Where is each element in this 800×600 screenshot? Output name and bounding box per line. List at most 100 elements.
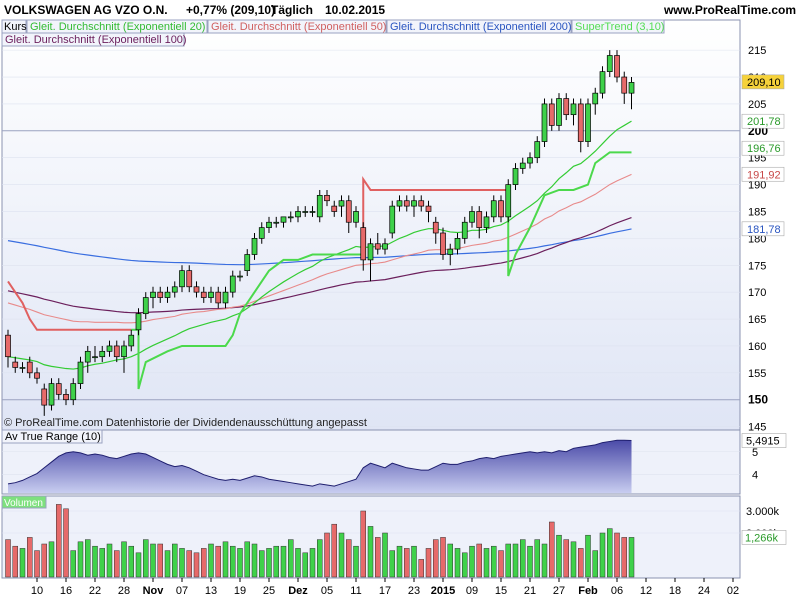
candle-body: [461, 221, 468, 239]
candle: [461, 216, 468, 244]
candle-body: [338, 200, 345, 207]
candle: [34, 367, 40, 384]
candle-body: [425, 205, 432, 212]
volume-bar: [208, 543, 214, 578]
candle: [331, 200, 338, 217]
y-tick-label: 145: [748, 422, 766, 434]
supertrend-segment: [362, 175, 509, 255]
candle: [157, 286, 164, 303]
last-value-box: [741, 74, 785, 90]
y-tick-label: 195: [748, 153, 766, 165]
candle: [208, 286, 214, 303]
candle-body: [512, 168, 519, 185]
candle: [5, 329, 11, 368]
candle: [360, 222, 367, 271]
volume-bar: [578, 548, 584, 578]
candle-body: [396, 200, 403, 207]
candle-body: [157, 291, 164, 298]
volume-bar: [433, 539, 439, 578]
candle-body: [273, 221, 280, 224]
ema50-line: [7, 173, 632, 324]
candle: [229, 270, 236, 298]
volume-bar: [193, 552, 200, 578]
candle-body: [135, 313, 142, 331]
main-panel: [1, 19, 741, 435]
volume-bar: [5, 539, 11, 578]
candle: [548, 98, 555, 131]
candle: [345, 195, 352, 233]
candle: [382, 238, 388, 255]
volume-bar: [244, 541, 250, 578]
candle-body: [5, 334, 11, 358]
volume-bar: [498, 550, 504, 578]
candle: [237, 270, 243, 282]
volume-bar: [331, 523, 337, 578]
volume-bar: [360, 510, 366, 578]
candle-body: [92, 356, 98, 359]
volume-bar: [614, 532, 620, 578]
candle-body: [556, 98, 562, 126]
candle-body: [324, 195, 330, 202]
x-tick-label: 23: [408, 585, 420, 597]
x-tick-label: 17: [379, 585, 391, 597]
date-label: 10.02.2015: [325, 3, 385, 17]
candle-body: [77, 361, 84, 384]
candle-body: [63, 394, 69, 401]
candle: [490, 195, 497, 223]
candle: [244, 249, 251, 277]
x-tick-label: 07: [176, 585, 188, 597]
candle-body: [164, 291, 171, 298]
candle: [585, 98, 591, 147]
atr-area: [8, 440, 632, 493]
volume-bar: [585, 534, 591, 578]
candle: [628, 77, 635, 110]
supertrend-segment: [7, 280, 132, 331]
candle: [135, 308, 142, 336]
volume-bar: [469, 545, 475, 578]
y-tick-label: 190: [748, 180, 766, 192]
candle-body: [70, 383, 77, 401]
y-tick-label: 170: [748, 287, 766, 299]
candle: [63, 388, 69, 406]
ema100-line: [7, 216, 632, 314]
candle-body: [266, 221, 272, 228]
volume-bar: [157, 543, 163, 578]
y-tick-label: 160: [748, 341, 766, 353]
volume-bar: [41, 543, 47, 578]
x-tick-label: Dez: [288, 585, 308, 597]
volume-bar: [418, 559, 424, 578]
candle: [324, 189, 330, 207]
candle: [316, 189, 323, 223]
volume-bar: [512, 543, 519, 578]
candle-body: [345, 200, 352, 223]
x-tick-label: 10: [31, 585, 43, 597]
candle: [505, 179, 512, 223]
candle: [186, 265, 193, 293]
candle-body: [534, 141, 541, 159]
candle-body: [128, 334, 135, 347]
volume-bar: [77, 541, 84, 578]
footer-note: © ProRealTime.com Datenhistorie der Divi…: [4, 417, 367, 429]
candle: [621, 71, 628, 104]
candle-body: [367, 243, 374, 261]
candle-body: [244, 254, 251, 271]
volume-bar: [607, 528, 613, 578]
volume-bar: [628, 537, 635, 578]
candle-body: [222, 291, 229, 304]
last-value-label: 209,10: [747, 77, 781, 89]
volume-bar: [411, 545, 417, 578]
series-line: [7, 120, 632, 370]
candle-body: [403, 200, 410, 207]
atr-line: [7, 439, 632, 487]
x-tick-label: 25: [263, 585, 275, 597]
price-change: +0,77% (209,10): [186, 3, 275, 17]
x-tick-label: 02: [727, 585, 739, 597]
candle: [251, 233, 258, 260]
candle-body: [200, 291, 207, 298]
candle: [469, 206, 475, 228]
candle-body: [548, 103, 555, 126]
volume-bar: [462, 552, 468, 578]
volume-bar: [266, 548, 272, 578]
volume-bar: [346, 539, 352, 578]
candle-body: [113, 345, 120, 358]
